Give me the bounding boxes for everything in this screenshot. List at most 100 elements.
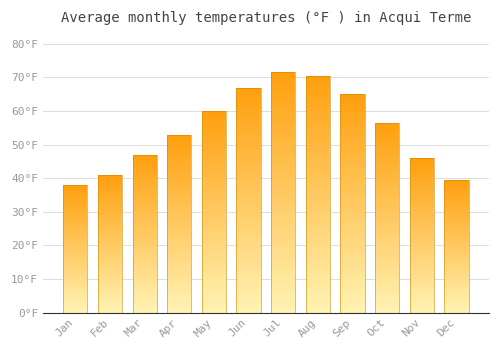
Bar <box>202 146 226 149</box>
Bar <box>375 246 400 248</box>
Bar <box>410 228 434 230</box>
Bar <box>202 230 226 232</box>
Bar <box>306 76 330 79</box>
Bar <box>236 130 260 133</box>
Bar <box>202 189 226 192</box>
Bar <box>98 183 122 185</box>
Bar <box>306 277 330 280</box>
Bar <box>340 94 364 97</box>
Bar <box>98 285 122 287</box>
Bar <box>63 261 88 263</box>
Bar <box>202 139 226 141</box>
Bar <box>306 230 330 233</box>
Bar <box>306 304 330 307</box>
Bar <box>202 136 226 139</box>
Bar <box>132 184 157 186</box>
Bar <box>98 190 122 192</box>
Bar <box>340 124 364 127</box>
Bar <box>63 198 88 199</box>
Bar <box>202 167 226 169</box>
Bar <box>132 234 157 236</box>
Bar <box>306 174 330 176</box>
Bar <box>167 188 192 190</box>
Bar <box>410 286 434 288</box>
Bar <box>271 268 295 271</box>
Bar <box>167 190 192 192</box>
Bar <box>98 204 122 206</box>
Bar <box>340 244 364 247</box>
Bar <box>63 265 88 266</box>
Bar <box>410 158 434 313</box>
Bar <box>340 220 364 223</box>
Bar <box>410 239 434 241</box>
Bar <box>202 280 226 282</box>
Bar <box>306 218 330 221</box>
Bar <box>202 121 226 124</box>
Bar <box>167 232 192 235</box>
Bar <box>132 170 157 173</box>
Bar <box>98 242 122 244</box>
Bar <box>444 286 468 288</box>
Bar <box>271 280 295 282</box>
Bar <box>410 301 434 303</box>
Bar <box>167 295 192 297</box>
Bar <box>340 255 364 258</box>
Bar <box>444 228 468 230</box>
Bar <box>375 156 400 159</box>
Bar <box>306 153 330 156</box>
Bar <box>340 228 364 231</box>
Bar <box>167 157 192 159</box>
Bar <box>375 194 400 196</box>
Bar <box>340 146 364 149</box>
Bar <box>236 96 260 99</box>
Bar <box>410 284 434 286</box>
Bar <box>202 247 226 250</box>
Bar <box>444 220 468 222</box>
Bar <box>236 228 260 231</box>
Bar <box>202 187 226 189</box>
Bar <box>98 177 122 178</box>
Bar <box>236 299 260 301</box>
Bar <box>271 145 295 147</box>
Bar <box>202 219 226 222</box>
Bar <box>410 216 434 218</box>
Bar <box>98 230 122 232</box>
Bar <box>375 256 400 258</box>
Bar <box>98 311 122 313</box>
Bar <box>340 111 364 113</box>
Bar <box>236 104 260 107</box>
Bar <box>306 76 330 313</box>
Bar <box>98 196 122 197</box>
Bar <box>98 175 122 177</box>
Bar <box>167 197 192 199</box>
Bar <box>63 246 88 247</box>
Bar <box>340 149 364 152</box>
Bar <box>410 299 434 301</box>
Bar <box>236 155 260 158</box>
Bar <box>98 299 122 301</box>
Bar <box>410 181 434 183</box>
Bar <box>236 276 260 279</box>
Bar <box>236 245 260 248</box>
Bar <box>340 160 364 162</box>
Bar <box>236 110 260 113</box>
Bar <box>202 182 226 184</box>
Bar <box>444 254 468 256</box>
Bar <box>375 287 400 289</box>
Bar <box>132 281 157 283</box>
Bar <box>444 182 468 183</box>
Bar <box>98 211 122 213</box>
Bar <box>98 232 122 233</box>
Bar <box>202 204 226 207</box>
Bar <box>271 72 295 76</box>
Bar <box>63 207 88 209</box>
Bar <box>444 193 468 195</box>
Bar <box>132 297 157 299</box>
Bar <box>167 181 192 183</box>
Bar <box>132 182 157 184</box>
Bar <box>340 212 364 214</box>
Bar <box>271 307 295 310</box>
Bar <box>98 178 122 180</box>
Bar <box>306 132 330 135</box>
Bar <box>340 195 364 198</box>
